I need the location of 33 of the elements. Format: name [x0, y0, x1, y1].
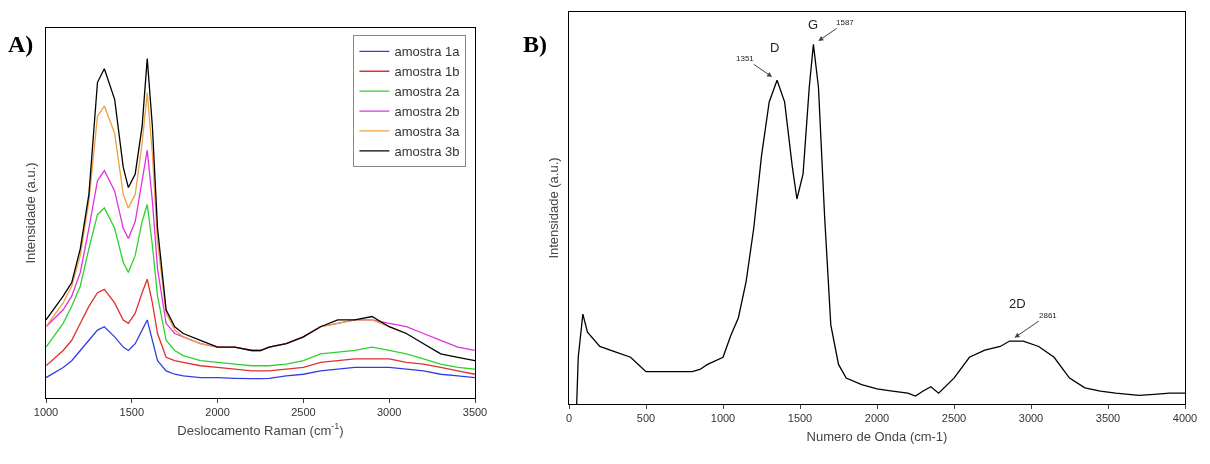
y-axis-title: Intensidade (a.u.) [545, 157, 561, 259]
annotation: 2861 [1039, 311, 1058, 320]
legend-label: amostra 2a [394, 84, 461, 100]
x-tick-label: 2500 [941, 412, 967, 425]
x-tick-label: 3500 [1095, 412, 1121, 425]
x-tick-label: 3000 [1018, 412, 1044, 425]
legend-label: amostra 1b [394, 64, 460, 80]
x-tick-label: 2000 [864, 412, 890, 425]
annotation: 1351 [736, 54, 755, 63]
x-tick-label: 1500 [787, 412, 813, 425]
legend-label: amostra 1a [394, 44, 461, 60]
legend-label: amostra 3b [394, 143, 460, 159]
x-tick-label: 1500 [119, 406, 145, 419]
y-axis-title: Intensidade (a.u.) [22, 162, 38, 264]
chart-title: B) [523, 31, 547, 58]
legend-label: amostra 3a [394, 124, 461, 140]
annotation: D [770, 40, 780, 55]
annotation: G [808, 17, 819, 32]
chart-title: A) [8, 31, 34, 58]
x-axis-title: Numero de Onda (cm-1) [806, 428, 948, 444]
x-tick-label: 500 [636, 412, 656, 425]
annotation: 2D [1009, 296, 1026, 311]
x-tick-label: 3000 [376, 406, 402, 419]
x-tick-label: 2000 [205, 406, 230, 419]
annotation: 1587 [836, 18, 855, 27]
x-tick-label: 3500 [462, 406, 488, 419]
x-tick-label: 1000 [33, 406, 59, 419]
x-tick-label: 4000 [1172, 412, 1198, 425]
x-tick-label: 2500 [291, 406, 316, 419]
x-tick-label: 0 [565, 412, 573, 425]
x-axis-title: Deslocamento Raman (cm$^{-1}$) [177, 421, 344, 438]
x-tick-label: 1000 [710, 412, 736, 425]
legend-label: amostra 2b [394, 104, 460, 120]
